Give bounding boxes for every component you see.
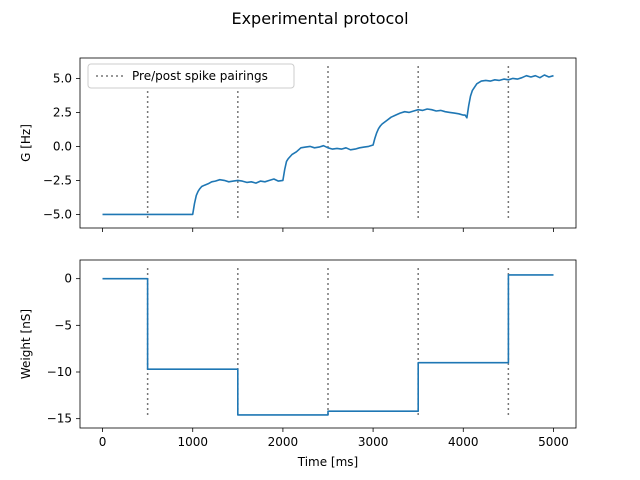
- top-ytick-label: 0.0: [53, 139, 72, 153]
- top-ytick-label: −2.5: [43, 173, 72, 187]
- top-series-line: [102, 74, 554, 216]
- bottom-xtick-label: 1000: [177, 435, 208, 449]
- bottom-xtick-label: 2000: [268, 435, 299, 449]
- bottom-ylabel: Weight [nS]: [19, 309, 33, 379]
- bottom-axes-frame: [79, 259, 577, 429]
- top-ytick-label: 2.5: [53, 105, 72, 119]
- bottom-xtick-label: 5000: [538, 435, 569, 449]
- bottom-ytick-label: 0: [64, 272, 72, 286]
- bottom-series-line: [102, 274, 554, 416]
- bottom-ytick-label: −15: [47, 412, 72, 426]
- bottom-xtick-label: 3000: [358, 435, 389, 449]
- bottom-ytick-label: −5: [54, 318, 72, 332]
- top-ylabel: G [Hz]: [19, 124, 33, 162]
- top-ytick-label: −5.0: [43, 207, 72, 221]
- bottom-xtick-label: 0: [99, 435, 107, 449]
- top-chart-g-hz: −5.0 −2.5 0.0 2.5 5.0 G [Hz] Pre/post spike pa…: [19, 57, 577, 232]
- bottom-xlabel: Time [ms]: [297, 455, 359, 469]
- top-legend: Pre/post spike pairings: [87, 63, 295, 89]
- bottom-ytick-label: −10: [47, 365, 72, 379]
- bottom-chart-weight: 0 −5 −10 −15 0 1000 2000 3000 4000 5000 Weight [nS…: [19, 259, 577, 469]
- legend-label: Pre/post spike pairings: [132, 69, 268, 83]
- top-ytick-label: 5.0: [53, 71, 72, 85]
- top-axes-frame: [79, 57, 577, 229]
- figure-title: Experimental protocol: [231, 9, 408, 28]
- bottom-xtick-label: 4000: [448, 435, 479, 449]
- legend-box: [87, 63, 295, 89]
